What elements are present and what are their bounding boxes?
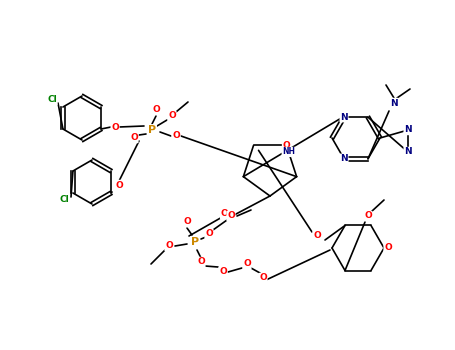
Text: O: O (183, 217, 191, 226)
Text: N: N (390, 98, 398, 107)
Text: O: O (130, 133, 138, 142)
Text: N: N (404, 147, 412, 156)
Text: O: O (165, 241, 173, 251)
Text: O: O (243, 259, 251, 268)
Text: N: N (404, 126, 412, 134)
Text: O: O (364, 211, 372, 220)
Text: O: O (111, 122, 119, 132)
Text: O: O (115, 181, 123, 189)
Text: O: O (283, 141, 290, 150)
Text: Cl: Cl (47, 96, 57, 105)
Text: O: O (227, 211, 235, 220)
Text: P: P (191, 237, 199, 247)
Text: O: O (172, 132, 180, 140)
Text: O: O (221, 210, 228, 218)
Text: O: O (313, 231, 321, 240)
Text: O: O (219, 267, 227, 276)
Text: O: O (259, 273, 267, 282)
Text: NH: NH (282, 147, 295, 156)
Text: O: O (152, 105, 160, 114)
Text: N: N (340, 113, 348, 122)
Text: P: P (148, 125, 156, 135)
Text: O: O (168, 112, 176, 120)
Text: O: O (205, 230, 213, 238)
Text: O: O (384, 244, 392, 252)
Text: Cl: Cl (59, 196, 69, 204)
Text: N: N (340, 154, 348, 163)
Text: O: O (197, 258, 205, 266)
